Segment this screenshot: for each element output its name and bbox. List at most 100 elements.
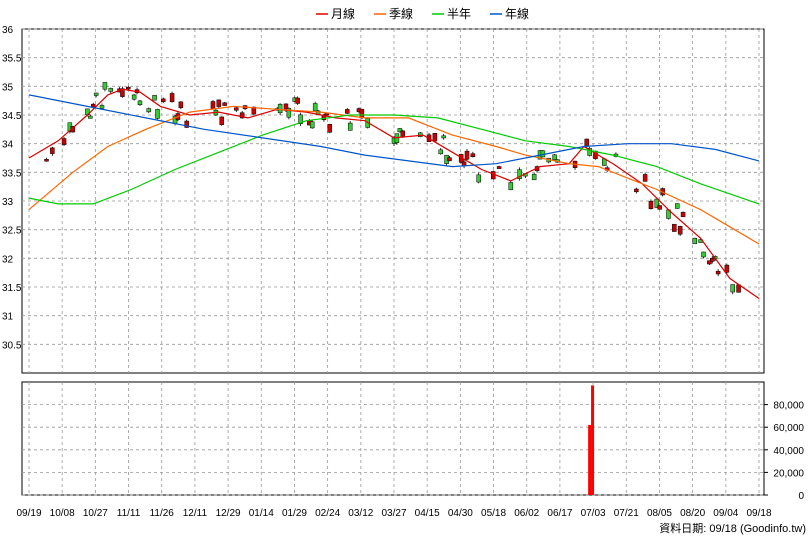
legend-item-4: 年線 [505,6,529,21]
candle-body [155,109,160,119]
candle-body [239,112,245,119]
candle-body [587,148,592,156]
x-tick-label: 11/11 [117,508,141,519]
candle-body [216,99,222,107]
candle-body [161,98,166,102]
candle-body [61,138,67,145]
x-tick-label: 09/19 [16,508,41,519]
price-y-tick-label: 34 [2,140,14,151]
candle-body [295,97,300,104]
volume-plot-frame [21,381,765,496]
candle-body [99,105,105,109]
candle-body [397,128,403,133]
x-tick-label: 12/11 [183,508,208,519]
candle-body [298,114,303,125]
x-tick-label: 01/29 [282,508,307,519]
volume-bar [591,385,595,495]
candle-body [441,135,446,139]
x-tick-label: 10/08 [50,508,75,519]
x-tick-label: 09/04 [713,508,738,519]
price-y-tick-label: 32 [2,254,14,265]
volume-bar [588,424,592,495]
candle-body [277,103,283,114]
candle-body [345,109,350,114]
candle-body [680,212,686,218]
x-tick-label: 10/27 [83,508,108,519]
legend-item-3: 半年 [447,7,471,21]
x-tick-label: 01/14 [249,508,274,519]
candle-body [508,182,514,191]
candle-body [146,108,151,113]
ma-line-2 [28,105,760,245]
volume-y-tick-label: 60,000 [773,423,804,434]
candle-body [648,200,654,209]
x-tick-label: 06/17 [547,508,572,519]
candle-body [93,92,99,96]
x-tick-label: 07/03 [581,508,606,519]
candle-body [464,150,470,160]
legend-item-1: 月線 [331,6,355,21]
x-tick-label: 08/20 [680,508,705,519]
footer-label: 資料日期: 09/18 (Goodinfo.tw) [659,523,806,535]
x-tick-label: 11/26 [150,508,175,519]
x-tick-label: 05/18 [481,508,506,519]
price-y-tick-label: 32.5 [2,226,22,237]
price-y-tick-label: 31.5 [2,283,22,294]
candle-body [654,198,660,208]
candle-body [531,173,537,181]
candle-body [210,101,216,109]
candle-body [321,114,327,121]
candle-body [724,264,730,273]
candle-body [286,108,292,118]
price-y-tick-label: 34.5 [2,111,22,122]
x-tick-label: 03/12 [348,508,373,519]
candle-body [707,260,712,265]
candle-body [102,82,108,90]
candle-body [126,86,131,90]
x-tick-label: 12/29 [216,508,241,519]
price-y-tick-label: 31 [2,312,14,323]
candle-body [710,257,715,262]
candle-body [347,122,353,131]
candle-body [90,103,96,108]
candle-body [312,103,318,112]
x-tick-label: 08/05 [647,508,672,519]
candle-body [692,237,698,245]
candle-body [715,270,721,275]
x-tick-label: 09/18 [746,508,771,519]
candle-body [178,101,184,109]
candle-body [657,205,662,210]
candle-body [108,88,114,92]
candle-body [44,159,49,162]
volume-y-tick-label: 0 [798,491,804,502]
candle-body [131,94,137,100]
legend-item-2: 季線 [389,6,413,21]
candle-body [476,174,481,183]
candle-body [674,203,680,209]
candle-body [470,153,476,158]
candle-body [309,121,315,129]
candle-body [447,157,452,162]
candle-body [634,188,639,193]
candle-body [730,284,735,293]
price-y-tick-label: 35.5 [2,54,22,65]
candle-body [251,106,257,115]
candle-body [701,251,706,258]
volume-y-tick-label: 20,000 [773,468,804,479]
price-y-tick-label: 36 [2,25,14,36]
price-y-tick-label: 33 [2,197,14,208]
candle-body [432,133,438,142]
ma-line-3 [28,114,760,205]
volume-y-tick-label: 40,000 [773,446,804,457]
candle-body [184,120,189,128]
candle-body [88,115,93,119]
candle-body [327,124,333,133]
x-tick-label: 06/02 [514,508,539,519]
candle-body [438,149,443,155]
candle-body [496,166,502,169]
candle-body [234,107,239,111]
candle-body [359,108,365,119]
candle-body [677,225,683,235]
ma-line-4 [28,94,760,168]
